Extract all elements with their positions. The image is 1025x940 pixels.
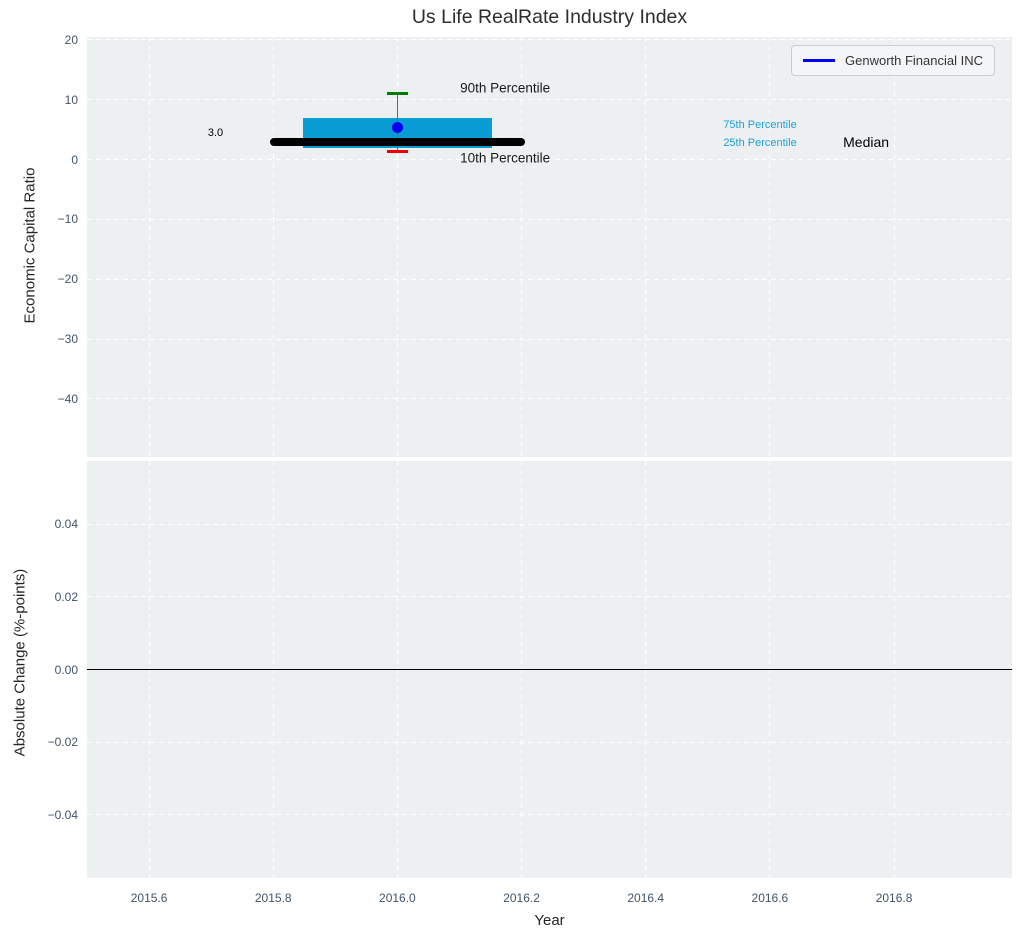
company-point bbox=[391, 121, 403, 133]
gridline bbox=[87, 523, 1012, 525]
gridline bbox=[521, 37, 523, 457]
y-tick-label: −40 bbox=[57, 391, 78, 406]
legend-line-icon bbox=[803, 59, 835, 62]
zero-line bbox=[87, 668, 1012, 671]
annotation-75th-percentile: 75th Percentile bbox=[723, 118, 797, 131]
chart-title: Us Life RealRate Industry Index bbox=[411, 6, 688, 28]
gridline bbox=[87, 39, 1012, 41]
median-line bbox=[270, 137, 525, 146]
y-tick-label: −0.04 bbox=[47, 807, 78, 822]
y-tick-label: −30 bbox=[57, 332, 78, 347]
y-tick-label: −0.02 bbox=[47, 735, 78, 750]
gridline bbox=[87, 218, 1012, 220]
top-plot-area bbox=[87, 37, 1012, 457]
x-tick-label: 2016.0 bbox=[379, 891, 416, 905]
y-tick-label: 0 bbox=[71, 152, 78, 167]
gridline bbox=[87, 99, 1012, 101]
annotation-median: Median bbox=[843, 134, 890, 150]
gridline bbox=[87, 596, 1012, 598]
y-tick-label: 0.04 bbox=[54, 517, 78, 532]
x-tick-label: 2016.6 bbox=[751, 891, 789, 905]
gridline bbox=[769, 37, 771, 457]
gridline bbox=[87, 159, 1012, 161]
legend-label: Genworth Financial INC bbox=[845, 53, 983, 68]
x-tick-label: 2016.4 bbox=[627, 891, 665, 905]
gridline bbox=[272, 37, 274, 457]
gridline bbox=[396, 37, 398, 457]
annotation-25th-percentile: 25th Percentile bbox=[723, 136, 797, 149]
gridline bbox=[87, 398, 1012, 400]
gridline bbox=[645, 37, 647, 457]
gridline bbox=[893, 37, 895, 457]
gridline bbox=[87, 814, 1012, 816]
gridline bbox=[87, 338, 1012, 340]
y-tick-label: 0.02 bbox=[54, 589, 78, 604]
x-tick-label: 2016.8 bbox=[875, 891, 913, 905]
annotation-3-0: 3.0 bbox=[207, 127, 224, 140]
whisker-cap-90th bbox=[387, 92, 408, 96]
gridline bbox=[148, 37, 150, 457]
y-tick-label: 10 bbox=[64, 92, 78, 107]
y-axis-label-top: Economic Capital Ratio bbox=[21, 167, 39, 324]
y-tick-label: −20 bbox=[57, 272, 78, 287]
whisker-cap-10th bbox=[387, 150, 408, 154]
x-tick-label: 2015.8 bbox=[254, 891, 292, 905]
annotation-90th-percentile: 90th Percentile bbox=[460, 80, 551, 96]
annotation-10th-percentile: 10th Percentile bbox=[460, 150, 551, 166]
y-tick-label: 0.00 bbox=[54, 662, 78, 677]
legend: Genworth Financial INC bbox=[791, 45, 995, 76]
x-tick-label: 2016.2 bbox=[503, 891, 540, 905]
x-tick-label: 2015.6 bbox=[130, 891, 168, 905]
gridline bbox=[87, 278, 1012, 280]
y-tick-label: 20 bbox=[64, 32, 78, 47]
y-axis-label-bottom: Absolute Change (%-points) bbox=[11, 568, 29, 757]
y-tick-label: −10 bbox=[57, 212, 78, 227]
x-axis-label: Year bbox=[534, 912, 565, 929]
gridline bbox=[87, 741, 1012, 743]
